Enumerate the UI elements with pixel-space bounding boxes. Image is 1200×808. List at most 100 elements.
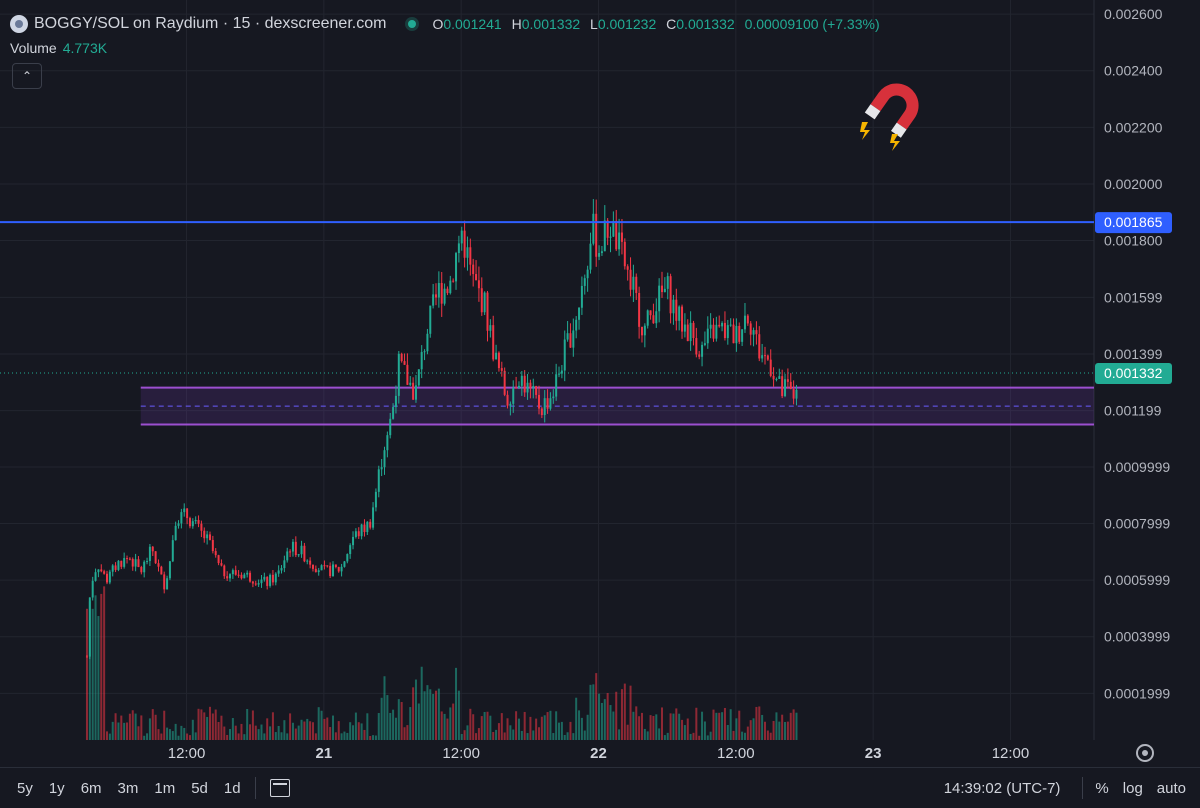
volume-bar (666, 732, 669, 740)
volume-bar (166, 727, 169, 740)
candle-body (455, 253, 458, 282)
candle-body (469, 247, 472, 265)
volume-bar (477, 728, 480, 740)
ohlc-high-value: 0.001332 (521, 16, 581, 32)
volume-bar (126, 722, 129, 740)
candle-body (578, 307, 581, 320)
volume-bar (772, 721, 775, 740)
volume-bar (211, 713, 214, 740)
volume-bar (792, 709, 795, 740)
volume-bar (406, 725, 409, 740)
candle-body (598, 253, 601, 257)
timeframe-3m[interactable]: 3m (117, 779, 139, 797)
candle-body (432, 294, 435, 306)
timeframe-5d[interactable]: 5d (191, 779, 208, 797)
timeframe-6m[interactable]: 6m (80, 779, 102, 797)
volume-bar (563, 734, 566, 740)
volume-bar (618, 729, 621, 740)
volume-bar (291, 722, 294, 740)
candle-body (500, 368, 503, 371)
toolbar-right: 14:39:02 (UTC-7) % log auto (944, 768, 1200, 808)
volume-bar (629, 685, 632, 740)
volume-bar (140, 715, 143, 740)
candle-body (94, 572, 97, 581)
candle-body (114, 565, 117, 570)
clock-time[interactable]: 14:39:02 (UTC-7) (943, 779, 1061, 797)
volume-bar (188, 735, 191, 740)
candle-body (603, 220, 606, 252)
volume-bar (360, 723, 363, 740)
candle-body (457, 243, 460, 254)
candle-body (254, 583, 257, 585)
x-tick-label: 12:00 (168, 745, 206, 762)
calendar-range-icon[interactable] (269, 779, 290, 797)
volume-bar (134, 713, 137, 740)
timeframe-1y[interactable]: 1y (48, 779, 65, 797)
candle-body (552, 396, 555, 399)
last-price-price-tag (1095, 362, 1172, 384)
volume-bar (555, 711, 558, 740)
candle-body (626, 266, 629, 270)
candle-body (437, 283, 440, 298)
candle-body (775, 378, 778, 380)
timeframe-1m[interactable]: 1m (154, 779, 176, 797)
timeframe-5y[interactable]: 5y (17, 779, 33, 797)
candle-body (266, 576, 269, 586)
volume-bar (781, 714, 784, 740)
candle-body (523, 375, 526, 393)
timeframe-1d[interactable]: 1d (223, 779, 241, 797)
candle-body (306, 560, 309, 562)
volume-bar (658, 728, 661, 740)
candle-body (718, 324, 721, 327)
volume-bar (537, 727, 540, 740)
candle-body (146, 561, 149, 563)
volume-bar (274, 732, 277, 740)
candle-body (623, 241, 626, 267)
candle-body (317, 570, 320, 573)
volume-bar (374, 735, 377, 740)
candle-body (592, 213, 595, 244)
candle-body (111, 565, 114, 572)
candle-body (337, 567, 340, 572)
candle-body (309, 560, 312, 565)
candle-body (506, 394, 509, 406)
volume-bar (492, 731, 495, 740)
volume-bar (200, 709, 203, 740)
volume-bar (663, 735, 666, 740)
y-tick-label: 0.001199 (1104, 403, 1162, 419)
volume-label: Volume (10, 40, 57, 56)
volume-bar (589, 684, 592, 740)
volume-bar (678, 713, 681, 740)
candle-body (497, 352, 500, 369)
candle-body (180, 512, 183, 524)
candle-body (157, 563, 160, 567)
candle-body (323, 565, 326, 567)
volume-bar (689, 733, 692, 740)
candle-body (214, 551, 217, 556)
candle-body (231, 570, 234, 575)
volume-bar (346, 732, 349, 740)
volume-bar (795, 712, 798, 740)
auto-scale-toggle[interactable]: auto (1156, 779, 1186, 797)
volume-bar (761, 714, 764, 740)
candle-body (589, 243, 592, 270)
percent-scale-toggle[interactable]: % (1095, 779, 1109, 797)
candle-body (472, 264, 475, 275)
candle-body (154, 551, 157, 564)
volume-bar (535, 718, 538, 740)
candle-body (529, 382, 532, 389)
volume-bar (168, 729, 171, 740)
log-scale-toggle[interactable]: log (1122, 779, 1143, 797)
candle-body (369, 521, 372, 528)
toolbar-divider-right (1082, 777, 1084, 799)
price-chart[interactable]: 0.002600 0.002400 0.002200 0.002000 0.001800… (0, 0, 1200, 767)
volume-bar (366, 713, 369, 740)
candle-body (795, 389, 798, 399)
candle-body (128, 558, 131, 560)
candle-body (208, 534, 211, 541)
candle-body (126, 558, 129, 560)
chart-settings-gear-icon[interactable] (1136, 744, 1154, 762)
y-tick-label: 0.001599 (1104, 289, 1163, 305)
collapse-legend-button[interactable]: ⌃ (12, 63, 42, 89)
volume-bar (652, 715, 655, 740)
